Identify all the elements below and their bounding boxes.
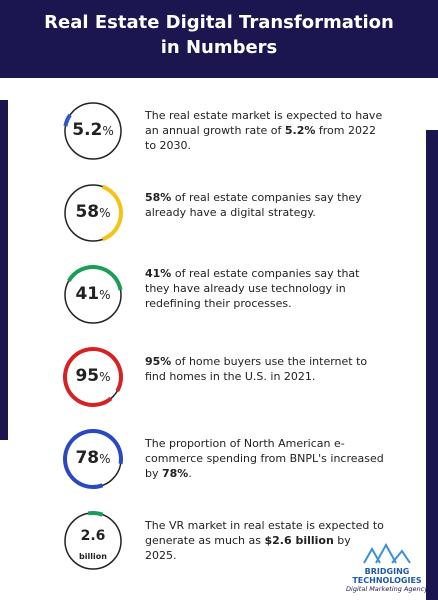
stat-value: 2.6 billion xyxy=(60,525,126,563)
side-bar xyxy=(0,100,8,440)
stat-item: 2.6 billion The VR market in real estate i… xyxy=(60,508,420,578)
text-segment: The proportion of North American e-comme… xyxy=(145,437,384,480)
title-line: Real Estate Digital Transformation xyxy=(44,12,394,33)
logo-name: TECHNOLOGIES xyxy=(352,576,422,585)
stat-description: The real estate market is expected to ha… xyxy=(145,108,385,153)
stat-item: 58% 58% of real estate companies say they… xyxy=(60,180,420,250)
logo-icon xyxy=(363,542,411,564)
stat-number: 2.6 xyxy=(80,528,106,544)
stat-number: 95 xyxy=(75,366,100,386)
text-segment: The real estate market is expected to ha… xyxy=(145,109,383,137)
text-segment: of real estate companies say that they h… xyxy=(145,267,360,310)
text-segment: 5.2% xyxy=(284,124,316,137)
text-segment: . xyxy=(188,467,192,480)
stat-number: 78 xyxy=(75,448,100,468)
stat-unit: billion xyxy=(79,552,107,561)
stat-value: 58% xyxy=(60,202,126,222)
stat-unit: % xyxy=(102,124,114,138)
stat-item: 78% The proportion of North American e-co… xyxy=(60,426,420,496)
side-bar xyxy=(426,130,438,600)
text-segment: The VR market in real estate is expected… xyxy=(145,519,384,547)
stat-item: 95% 95% of home buyers use the internet t… xyxy=(60,344,420,414)
text-segment: 58% xyxy=(145,191,172,204)
stat-unit: % xyxy=(99,370,111,384)
text-segment: $2.6 billion xyxy=(264,534,334,547)
stat-description: 95% of home buyers use the internet to f… xyxy=(145,354,385,384)
text-segment: by 2025. xyxy=(145,534,351,562)
text-segment: 95% xyxy=(145,355,172,368)
ring xyxy=(64,511,122,570)
stat-description: 58% of real estate companies say they al… xyxy=(145,190,385,220)
stat-description: 41% of real estate companies say that th… xyxy=(145,266,385,311)
logo-name: BRIDGING xyxy=(364,567,410,576)
text-segment: of real estate companies say they alread… xyxy=(145,191,362,219)
ring xyxy=(63,429,123,489)
stat-value: 95% xyxy=(60,366,126,386)
title-line: in Numbers xyxy=(160,37,278,58)
stat-description: The VR market in real estate is expected… xyxy=(145,518,385,563)
logo: BRIDGING TECHNOLOGIES Digital Marketing … xyxy=(346,542,428,594)
stat-number: 58 xyxy=(75,202,100,222)
stat-item: 41% 41% of real estate companies say that… xyxy=(60,262,420,332)
header: Real Estate Digital Transformation in Nu… xyxy=(0,0,438,78)
stat-number: 5.2 xyxy=(72,120,103,140)
text-segment: from 2022 to 2030. xyxy=(145,124,376,152)
stat-description: The proportion of North American e-comme… xyxy=(145,436,385,481)
ring xyxy=(63,102,122,160)
ring xyxy=(64,184,123,242)
logo-tagline: Digital Marketing Agency xyxy=(346,585,428,593)
ring xyxy=(63,347,123,407)
text-segment: of home buyers use the internet to find … xyxy=(145,355,368,383)
stat-number: 41 xyxy=(75,284,100,304)
text-segment: 41% xyxy=(145,267,172,280)
stat-value: 5.2% xyxy=(60,120,126,140)
stat-value: 41% xyxy=(60,284,126,304)
ring xyxy=(64,265,123,324)
text-segment: 78% xyxy=(162,467,189,480)
stat-item: 5.2% The real estate market is expected t… xyxy=(60,98,420,168)
stat-value: 78% xyxy=(60,448,126,468)
stat-unit: % xyxy=(99,206,111,220)
stat-unit: % xyxy=(99,452,111,466)
stat-unit: % xyxy=(99,288,111,302)
